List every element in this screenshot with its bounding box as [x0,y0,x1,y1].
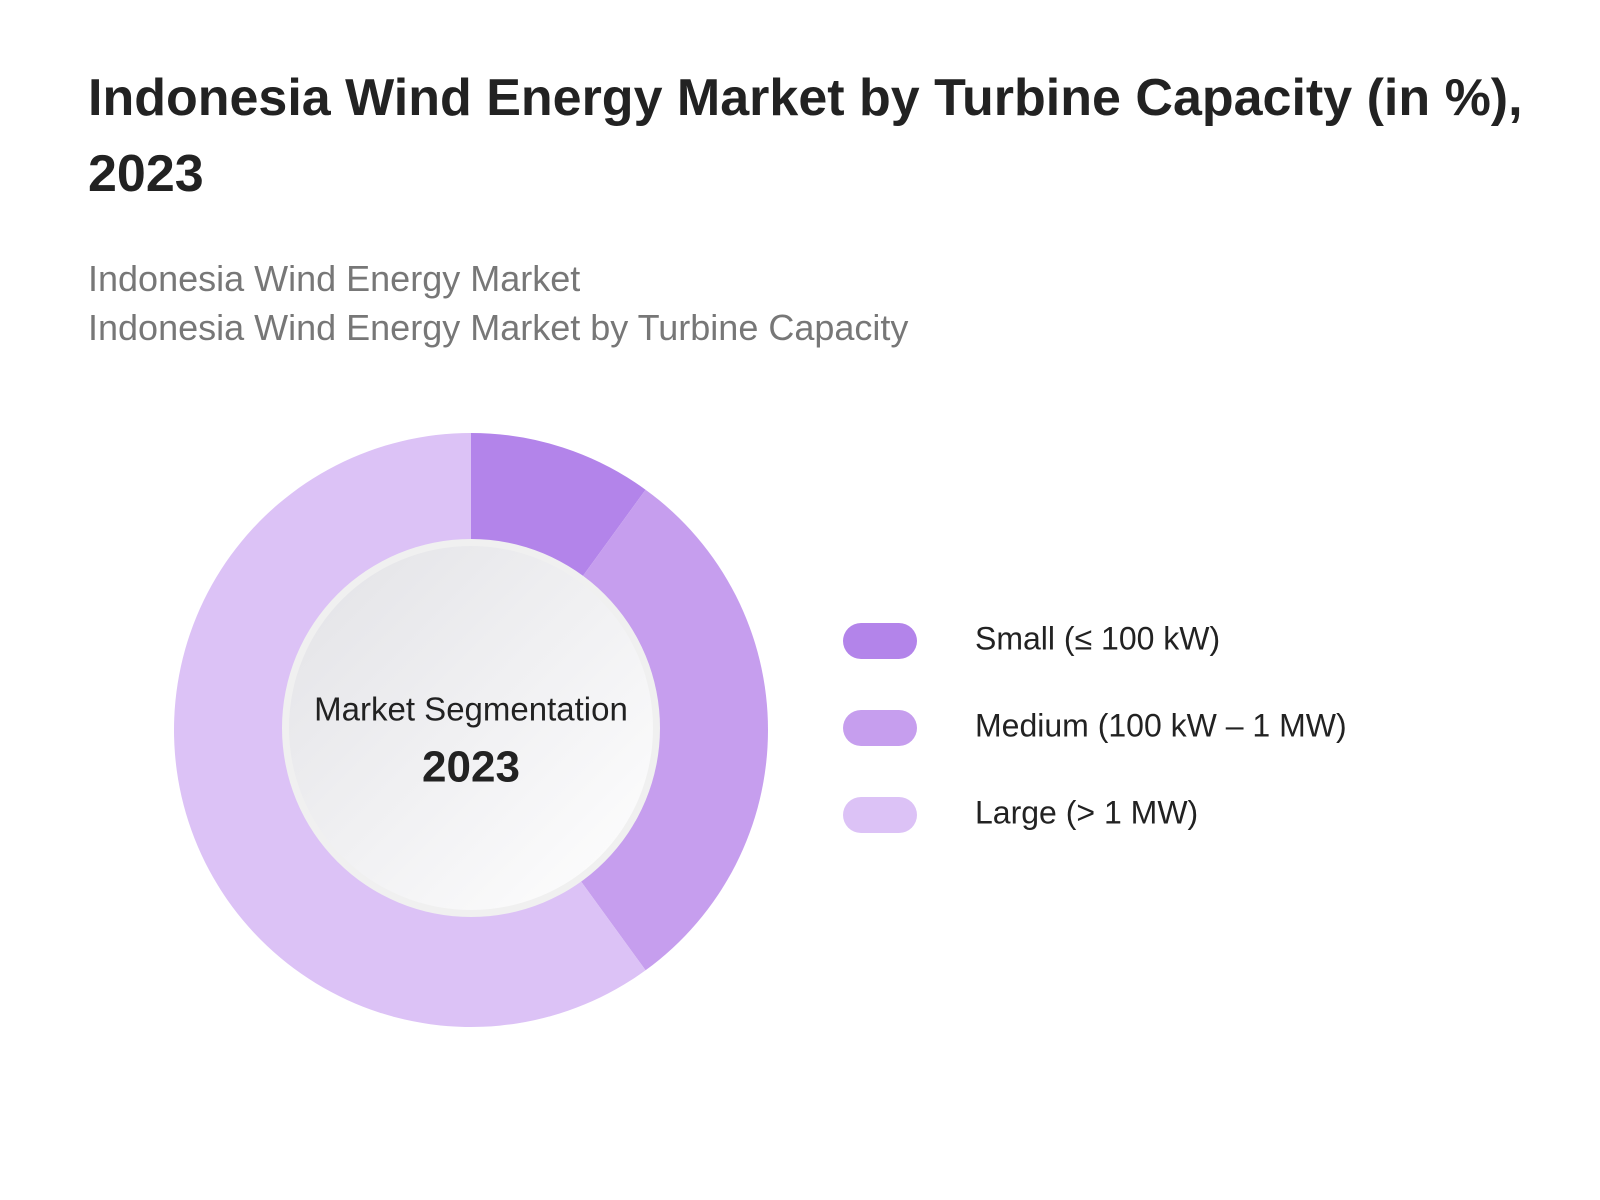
subtitle: Indonesia Wind Energy Market [88,258,581,299]
subtitle: Indonesia Wind Energy Market by Turbine … [88,307,909,348]
legend-swatch [843,797,917,833]
legend-label: Medium (100 kW – 1 MW) [975,707,1347,743]
legend-label: Large (> 1 MW) [975,794,1198,830]
donut-hole [289,546,653,910]
chart-title: Indonesia Wind Energy Market by Turbine … [88,69,1523,203]
center-value: 2023 [422,743,520,792]
legend-label: Small (≤ 100 kW) [975,620,1220,656]
center-label: Market Segmentation [314,691,628,728]
legend-swatch [843,623,917,659]
legend-swatch [843,710,917,746]
